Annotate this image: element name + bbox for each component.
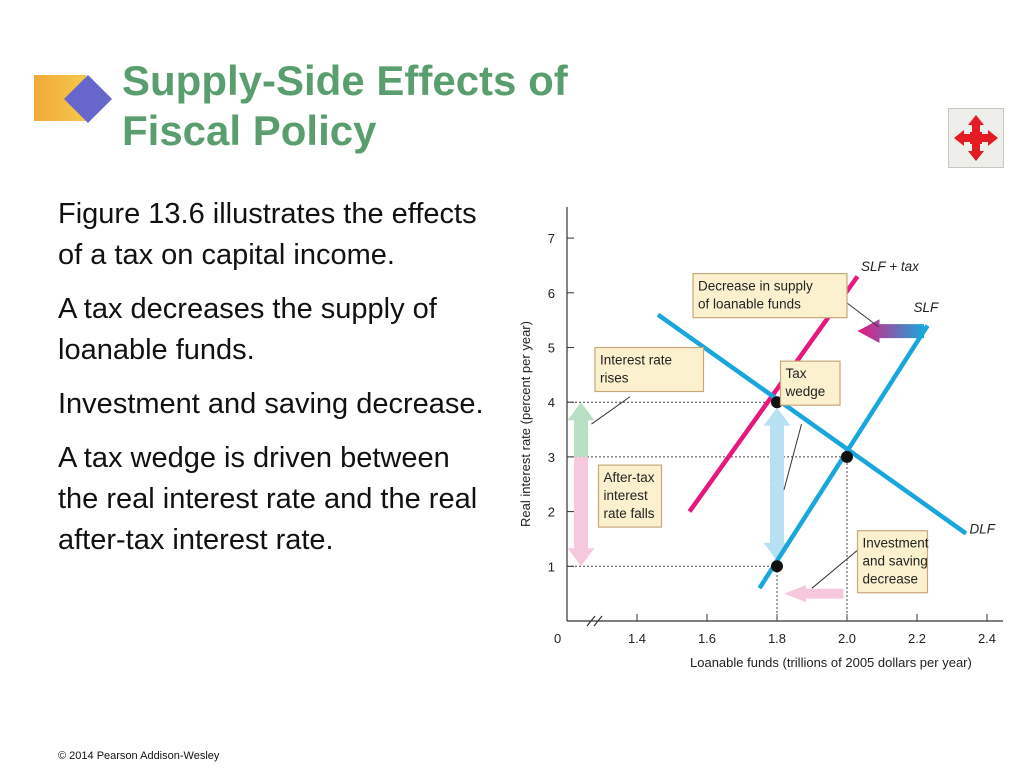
slide-title-line-2: Fiscal Policy xyxy=(122,107,377,154)
annotation-text: interest xyxy=(604,488,649,503)
y-tick-label: 4 xyxy=(548,395,555,410)
axis-break-mark xyxy=(586,615,596,627)
annotation-text: rises xyxy=(600,371,629,386)
y-tick-label: 6 xyxy=(548,286,555,301)
annotation-text: Investment xyxy=(863,536,929,551)
loanable-funds-chart: 0 1.4 1.6 1.8 2.0 2.2 2.4 1 2 3 4 5 6 7 Loanable funds… xyxy=(518,207,1003,670)
x-tick-label: 2.4 xyxy=(978,631,996,646)
copyright-notice: © 2014 Pearson Addison-Wesley xyxy=(58,750,220,762)
annotation-text: wedge xyxy=(785,384,826,399)
annotation-pointer xyxy=(591,396,631,425)
x-tick-label: 1.8 xyxy=(768,631,786,646)
x-tick-label: 2.2 xyxy=(908,631,926,646)
interest-fall-arrow xyxy=(567,456,595,567)
shift-arrow xyxy=(784,585,844,603)
bullet-list: Figure 13.6 illustrates the effects of a… xyxy=(58,194,488,574)
annotation-text: Interest rate xyxy=(600,353,672,368)
annotation-pointer xyxy=(811,544,865,589)
annotation-box xyxy=(856,530,929,594)
annotation-text: and saving xyxy=(863,554,928,569)
series-label: SLF xyxy=(914,300,940,315)
navigation-button[interactable] xyxy=(948,108,1004,168)
series-label: SLF + tax xyxy=(861,259,920,274)
slide-title: Supply-Side Effects of Fiscal Policy xyxy=(122,56,568,156)
shift-arrow xyxy=(857,319,924,343)
annotation-box xyxy=(597,464,663,528)
four-way-arrows-icon xyxy=(954,115,998,161)
x-tick-label: 2.0 xyxy=(838,631,856,646)
origin-label: 0 xyxy=(554,631,561,646)
equilibrium-point xyxy=(771,560,783,573)
series-line-dlf xyxy=(656,312,968,536)
bullet-text: Figure 13.6 illustrates the effects of a… xyxy=(58,198,477,271)
annotation-text: rate falls xyxy=(604,506,655,521)
x-tick-label: 1.6 xyxy=(698,631,716,646)
annotation-box xyxy=(594,346,705,393)
series-label: DLF xyxy=(970,521,996,536)
annotation-text: of loanable funds xyxy=(698,297,801,312)
equilibrium-point xyxy=(841,450,853,463)
y-tick-label: 2 xyxy=(548,505,555,520)
annotation-pointer xyxy=(783,423,802,490)
annotation-box xyxy=(692,273,848,319)
y-tick-label: 3 xyxy=(548,450,555,465)
title-bullet-icon xyxy=(34,75,112,123)
annotation-text: decrease xyxy=(863,572,919,587)
tax-wedge-arrow xyxy=(763,407,791,485)
y-tick-label: 1 xyxy=(548,559,555,574)
x-tick-label: 1.4 xyxy=(628,631,646,646)
bullet-text: Investment and saving decrease. xyxy=(58,388,484,420)
interest-rise-arrow xyxy=(567,402,595,457)
bullet-text: A tax decreases the supply of loanable f… xyxy=(58,293,437,366)
slide-title-line-1: Supply-Side Effects of xyxy=(122,57,568,104)
annotation-text: Tax xyxy=(786,366,807,381)
bullet-text: A tax wedge is driven between the real i… xyxy=(58,442,478,556)
tax-wedge-arrow xyxy=(763,484,791,561)
y-tick-label: 5 xyxy=(548,341,555,356)
annotation-text: Decrease in supply xyxy=(698,279,813,294)
y-axis-title: Real interest rate (percent per year) xyxy=(518,321,533,527)
annotation-box xyxy=(779,360,841,406)
annotation-text: After-tax xyxy=(604,470,655,485)
x-axis-title: Loanable funds (trillions of 2005 dollar… xyxy=(690,655,972,670)
axis-break-mark xyxy=(593,615,603,627)
y-tick-label: 7 xyxy=(548,231,555,246)
